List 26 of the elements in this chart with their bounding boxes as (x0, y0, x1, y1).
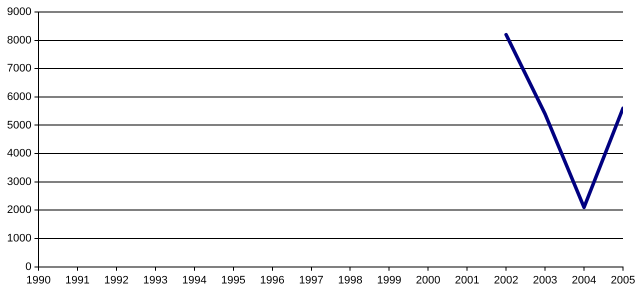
x-tick-label: 2004 (572, 274, 596, 286)
y-tick-label: 9000 (6, 6, 32, 18)
y-tick-label: 6000 (6, 90, 32, 103)
y-tick-label: 4000 (6, 148, 32, 160)
x-tick-label: 2005 (610, 274, 636, 286)
x-tick-label: 1997 (299, 274, 324, 286)
x-tick-label: 1992 (104, 274, 129, 286)
y-tick-label: 5000 (6, 119, 32, 132)
x-tick-label: 1990 (26, 274, 51, 286)
y-tick-label: 3000 (6, 176, 32, 188)
x-tick-label: 2003 (532, 274, 558, 286)
x-tick-label: 1999 (376, 274, 402, 286)
x-tick-label: 2000 (416, 274, 440, 286)
y-tick-label: 1000 (6, 232, 32, 245)
x-tick-label: 1991 (65, 274, 90, 286)
x-tick-label: 1995 (221, 274, 246, 286)
y-tick-label: 0 (25, 260, 32, 273)
y-tick-label: 7000 (6, 62, 32, 75)
y-tick-label: 8000 (6, 34, 32, 46)
y-tick-label: 2000 (6, 204, 32, 216)
x-tick-label: 1994 (182, 274, 207, 286)
x-tick-label: 1998 (338, 274, 362, 286)
x-tick-label: 2001 (454, 274, 480, 286)
x-tick-label: 1996 (260, 274, 285, 286)
x-tick-label: 2002 (494, 274, 518, 286)
x-tick-label: 1993 (143, 274, 168, 286)
